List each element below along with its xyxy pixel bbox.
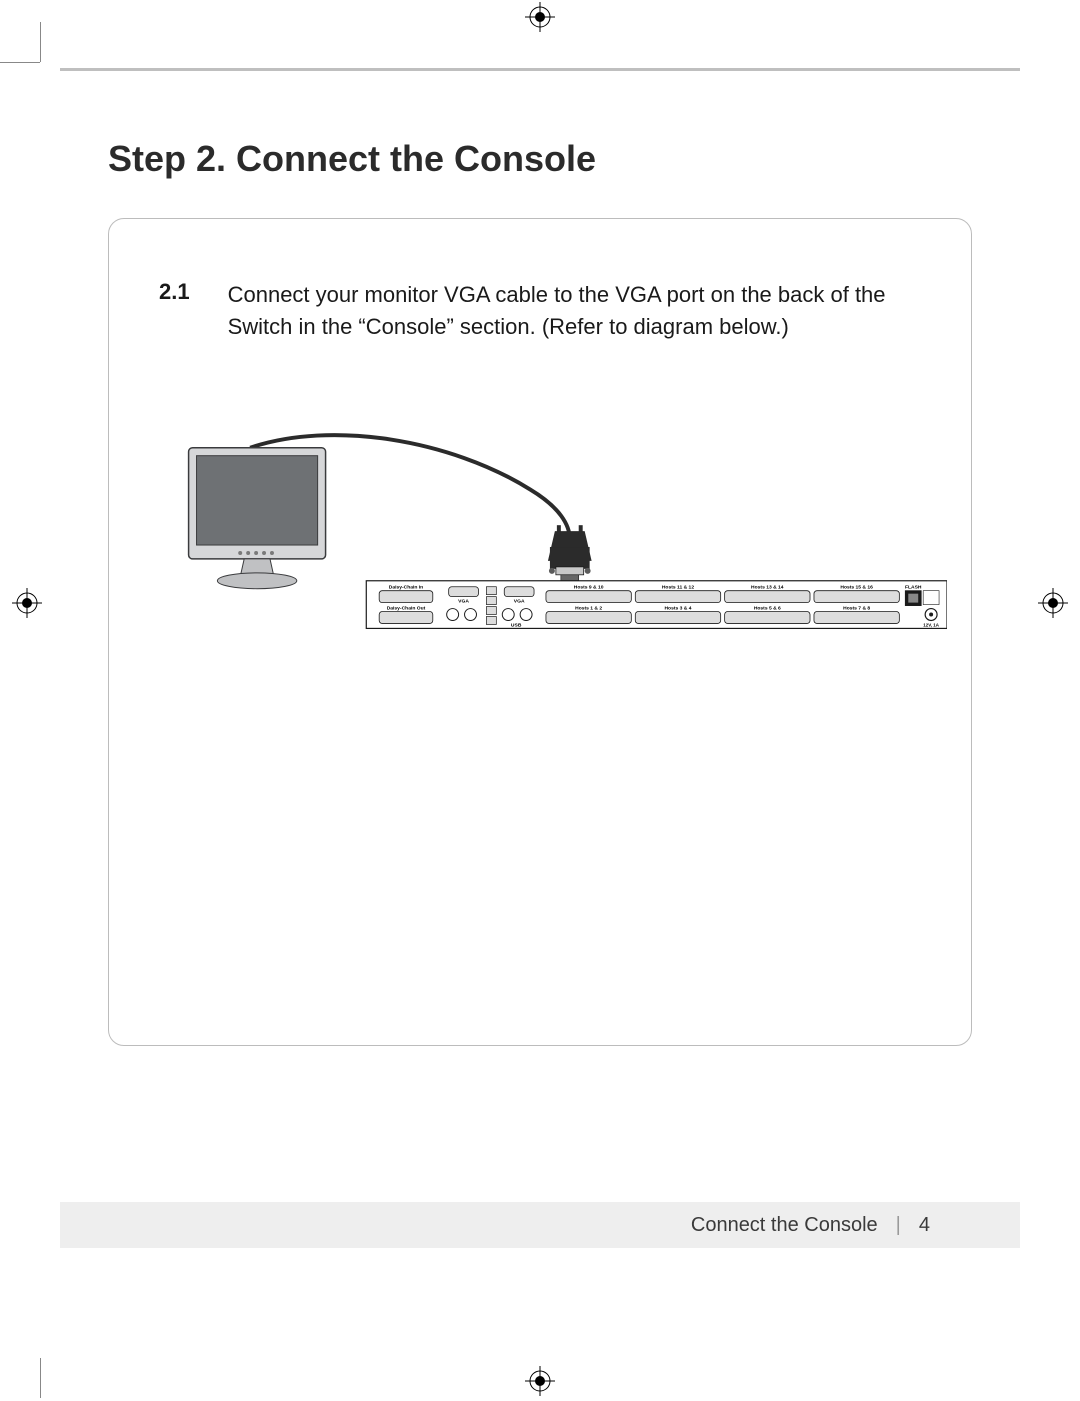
diagram-svg: Daisy-Chain In Daisy-Chain Out VGA USB (133, 429, 947, 669)
power-label: 12V, 1A (923, 622, 939, 627)
host-port (546, 612, 631, 624)
host-port (725, 591, 810, 603)
usb-port (486, 607, 496, 615)
daisy-in-label: Daisy-Chain In (389, 585, 423, 591)
footer-section: Connect the Console (691, 1214, 878, 1237)
daisy-out-label: Daisy-Chain Out (387, 606, 426, 612)
host-port (635, 591, 720, 603)
footer: Connect the Console | 4 (60, 1202, 1020, 1248)
host-port (814, 591, 899, 603)
step-row: 2.1 Connect your monitor VGA cable to th… (159, 279, 925, 343)
registration-mark-icon (525, 1366, 555, 1396)
vga1-label: VGA (458, 599, 469, 605)
host-label: Hosts 7 & 8 (843, 606, 870, 612)
host-port (546, 591, 631, 603)
crop-mark (0, 62, 40, 63)
host-label: Hosts 11 & 12 (662, 585, 694, 591)
page: Step 2. Connect the Console 2.1 Connect … (60, 60, 1020, 1338)
vga2-label: VGA (514, 599, 525, 605)
host-label: Hosts 5 & 6 (754, 606, 781, 612)
crop-mark (40, 1358, 41, 1398)
host-label: Hosts 13 & 14 (751, 585, 784, 591)
crop-mark (40, 22, 41, 62)
connection-diagram: Daisy-Chain In Daisy-Chain Out VGA USB (133, 429, 947, 669)
usb-port (486, 597, 496, 605)
header-rule (60, 68, 1020, 71)
host-label: Hosts 9 & 10 (574, 585, 604, 591)
vga-port-1 (449, 587, 479, 597)
host-port (814, 612, 899, 624)
host-port (635, 612, 720, 624)
vga-connector-icon (548, 525, 592, 581)
registration-mark-icon (525, 2, 555, 32)
registration-mark-icon (12, 588, 42, 618)
usb-port (486, 587, 496, 595)
instruction-panel: 2.1 Connect your monitor VGA cable to th… (108, 218, 972, 1046)
usb-label: USB (511, 622, 522, 628)
daisy-out-port (379, 612, 433, 624)
monitor-icon (189, 448, 326, 589)
host-label: Hosts 15 & 16 (840, 585, 873, 591)
switch-panel: Daisy-Chain In Daisy-Chain Out VGA USB (366, 581, 947, 629)
host-label: Hosts 1 & 2 (575, 606, 602, 612)
footer-separator: | (896, 1214, 901, 1237)
daisy-in-port (379, 591, 433, 603)
host-port (725, 612, 810, 624)
host-label: Hosts 3 & 4 (664, 606, 691, 612)
page-title: Step 2. Connect the Console (108, 138, 596, 180)
usb-port (486, 617, 496, 625)
registration-mark-icon (1038, 588, 1068, 618)
step-number: 2.1 (159, 279, 190, 343)
step-text: Connect your monitor VGA cable to the VG… (228, 279, 925, 343)
footer-page-number: 4 (919, 1214, 930, 1237)
vga-port-2 (504, 587, 534, 597)
flash-label: FLASH (905, 585, 922, 591)
